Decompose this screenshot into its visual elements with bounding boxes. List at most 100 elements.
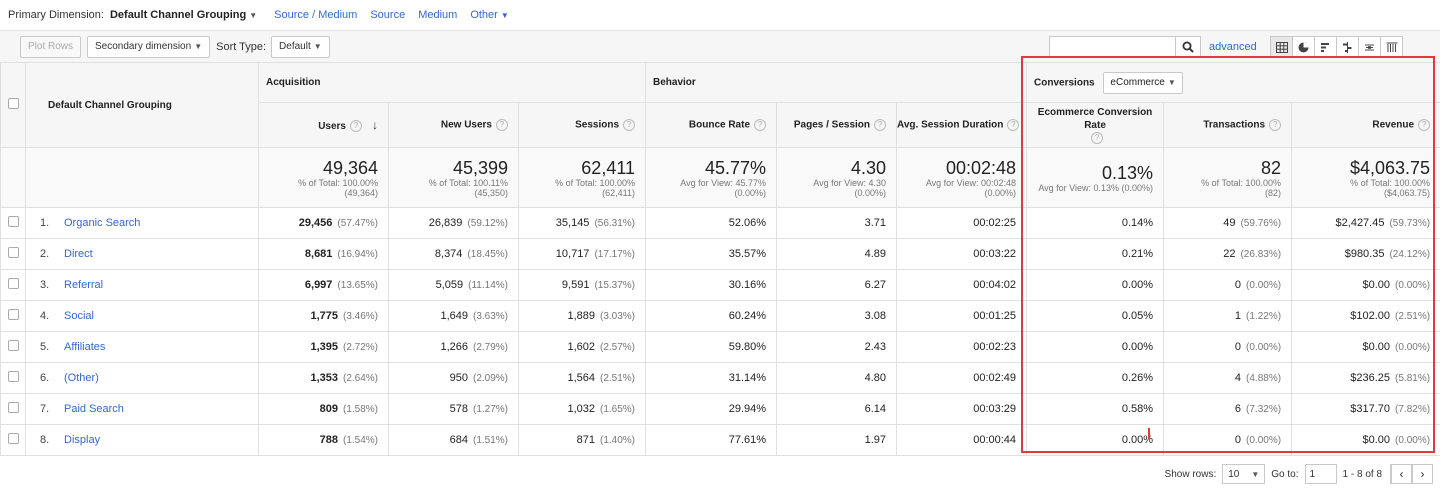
- metric-value: 0.58%: [1121, 403, 1154, 415]
- total-sub: (82): [1265, 187, 1282, 198]
- row-channel-link[interactable]: Direct: [64, 248, 93, 260]
- metric-percent: (15.37%): [594, 280, 636, 291]
- column-header-revenue[interactable]: Revenue?: [1291, 102, 1440, 148]
- secondary-dimension-select[interactable]: Secondary dimension ▼: [87, 35, 211, 58]
- help-icon[interactable]: ?: [350, 120, 362, 133]
- column-header-transactions[interactable]: Transactions?: [1163, 102, 1293, 148]
- next-page-button[interactable]: ›: [1411, 464, 1433, 484]
- metric-value: 0: [1234, 434, 1242, 446]
- metric-percent: (1.58%): [342, 404, 378, 415]
- chevron-left-icon: ‹: [1391, 464, 1412, 484]
- row-channel-link[interactable]: Affiliates: [64, 341, 106, 353]
- metric-value: 77.61%: [728, 434, 767, 446]
- column-header-bounce-rate[interactable]: Bounce Rate?: [645, 102, 778, 148]
- help-icon[interactable]: ?: [754, 119, 767, 131]
- primary-dimension-current[interactable]: Default Channel Grouping ▼: [110, 9, 257, 21]
- metric-percent: (11.14%): [468, 280, 508, 291]
- column-header-users[interactable]: Users? ↓: [258, 102, 389, 148]
- table-row: 6. (Other) 1,353 (2.64%) 950 (2.09%) 1,564 (2.5…: [0, 362, 1440, 394]
- row-checkbox[interactable]: [7, 340, 19, 351]
- column-header-pages-session[interactable]: Pages / Session?: [776, 102, 898, 148]
- search-button[interactable]: [1175, 36, 1201, 58]
- data-table-view-button[interactable]: [1270, 36, 1293, 58]
- row-metric-cell: 871 (1.40%): [517, 424, 647, 456]
- dimension-link-source[interactable]: Source: [370, 9, 406, 21]
- dimension-link-source-medium[interactable]: Source / Medium: [274, 9, 358, 21]
- row-checkbox[interactable]: [7, 247, 19, 258]
- row-dimension-cell: 7. Paid Search: [25, 393, 259, 425]
- comparison-view-button[interactable]: [1336, 36, 1359, 58]
- metric-value: 60.24%: [728, 310, 767, 322]
- help-icon[interactable]: ?: [496, 119, 508, 131]
- conversions-goal-select[interactable]: eCommerce ▼: [1103, 71, 1183, 94]
- row-channel-link[interactable]: Social: [64, 310, 94, 322]
- metric-percent: (13.65%): [337, 280, 378, 291]
- row-metric-cell: 60.24%: [645, 300, 778, 332]
- row-channel-link[interactable]: Organic Search: [64, 217, 141, 229]
- row-channel-link[interactable]: (Other): [64, 372, 99, 384]
- dimension-link-medium[interactable]: Medium: [418, 9, 458, 21]
- row-metric-cell: $0.00 (0.00%): [1291, 269, 1440, 301]
- metric-value: 0.26%: [1121, 372, 1154, 384]
- row-checkbox[interactable]: [7, 433, 19, 444]
- show-rows-select[interactable]: 10 ▼: [1222, 464, 1266, 484]
- metric-value: 1.97: [864, 434, 887, 446]
- primary-dimension-bar: Primary Dimension: Default Channel Group…: [8, 0, 1432, 30]
- sort-type-select[interactable]: Default ▼: [271, 35, 330, 58]
- column-header-new-users[interactable]: New Users?: [388, 102, 519, 148]
- row-checkbox[interactable]: [7, 371, 19, 382]
- row-metric-cell: 0.26%: [1026, 362, 1165, 394]
- pivot-view-button[interactable]: [1380, 36, 1403, 58]
- metric-percent: (1.51%): [472, 435, 508, 446]
- row-dimension-cell: 4. Social: [25, 300, 259, 332]
- page-range: 1 - 8 of 8: [1342, 468, 1382, 480]
- chevron-down-icon: ▼: [500, 11, 509, 20]
- dimension-header[interactable]: Default Channel Grouping: [25, 62, 259, 148]
- row-channel-link[interactable]: Referral: [64, 279, 104, 291]
- metric-percent: (0.00%): [1246, 342, 1282, 353]
- row-metric-cell: 1,353 (2.64%): [258, 362, 389, 394]
- plot-rows-button[interactable]: Plot Rows: [20, 35, 82, 58]
- row-checkbox[interactable]: [7, 216, 19, 227]
- conversions-label: Conversions: [1034, 77, 1095, 88]
- total-sub: (49,364): [344, 187, 378, 198]
- select-all-checkbox[interactable]: [7, 98, 19, 109]
- previous-page-button[interactable]: ‹: [1390, 464, 1412, 484]
- row-checkbox[interactable]: [7, 402, 19, 413]
- row-metric-cell: 49 (59.76%): [1163, 207, 1293, 239]
- total-sub: Avg for View: 4.30: [813, 177, 887, 188]
- column-header-avg-session-duration[interactable]: Avg. Session Duration?: [896, 102, 1028, 148]
- total-sub: Avg for View: 45.77%: [680, 177, 767, 188]
- help-icon[interactable]: ?: [1269, 119, 1282, 131]
- row-checkbox[interactable]: [7, 278, 19, 289]
- pie-view-button[interactable]: [1292, 36, 1315, 58]
- column-header-sessions[interactable]: Sessions?: [517, 102, 647, 148]
- help-icon[interactable]: ?: [1091, 131, 1104, 144]
- help-icon[interactable]: ?: [1418, 119, 1431, 131]
- row-index: 4.: [40, 310, 50, 322]
- goto-input[interactable]: 1: [1304, 464, 1337, 484]
- metric-value: 0.05%: [1121, 310, 1154, 322]
- column-label: Transactions: [1203, 119, 1266, 131]
- help-icon[interactable]: ?: [623, 119, 636, 131]
- column-header-ecommerce-conversion-rate[interactable]: Ecommerce Conversion Rate?: [1026, 102, 1165, 148]
- row-channel-link[interactable]: Display: [64, 434, 101, 446]
- total-sub: (62,411): [602, 187, 636, 198]
- search-input[interactable]: [1049, 36, 1175, 58]
- help-icon[interactable]: ?: [1007, 119, 1020, 131]
- dimension-link-other[interactable]: Other ▼: [470, 9, 508, 21]
- help-icon[interactable]: ?: [874, 119, 887, 131]
- metric-percent: (0.00%): [1246, 435, 1282, 446]
- search-icon: [1182, 41, 1194, 53]
- row-metric-cell: 578 (1.27%): [388, 393, 519, 425]
- table-row: 5. Affiliates 1,395 (2.72%) 1,266 (2.79%) 1,60…: [0, 331, 1440, 363]
- advanced-filter-link[interactable]: advanced: [1209, 41, 1257, 53]
- row-channel-link[interactable]: Paid Search: [64, 403, 124, 415]
- row-metric-cell: 00:02:49: [896, 362, 1028, 394]
- performance-view-button[interactable]: [1314, 36, 1337, 58]
- row-checkbox[interactable]: [7, 309, 19, 320]
- row-metric-cell: 9,591 (15.37%): [517, 269, 647, 301]
- term-cloud-view-button[interactable]: [1358, 36, 1381, 58]
- metric-value: 5,059: [435, 279, 464, 291]
- row-metric-cell: $317.70 (7.82%): [1291, 393, 1440, 425]
